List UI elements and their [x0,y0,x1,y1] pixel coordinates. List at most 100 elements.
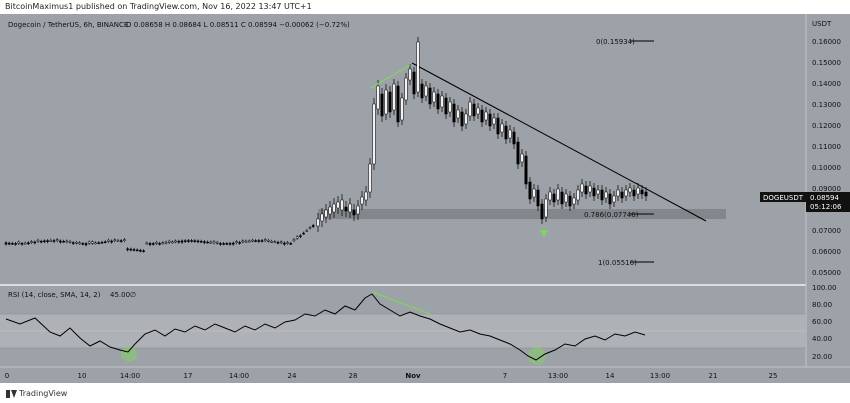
candle-body [267,240,269,241]
candle-body [501,124,503,132]
time-label: 25 [769,372,778,380]
candle-body [469,102,471,116]
price-tick-label: 0.09000 [812,185,841,193]
candle-body [565,194,567,202]
candle-body [312,225,314,226]
candle-body [613,196,615,202]
candle-body [50,240,52,241]
price-tick-label: 0.12000 [812,122,841,130]
price-tick-label: 0.15000 [812,59,841,67]
candle-body [59,241,61,242]
candle-body [509,130,511,138]
candle-body [573,198,575,204]
candle-body [72,243,74,244]
price-tick-label: 0.07000 [812,227,841,235]
candle-body [397,86,399,122]
candle-body [553,194,555,202]
candle-body [143,251,145,252]
chart-svg[interactable]: Dogecoin / TetherUS, 6h, BINANCE O 0.086… [0,14,850,383]
candle-body [40,241,42,242]
candle-body [226,243,228,244]
candle-body [18,242,20,243]
candle-body [213,241,215,242]
ticker-label: DOGEUSDT [763,194,804,202]
candle-body [277,242,279,243]
candle-body [232,243,234,244]
candle-body [457,110,459,118]
candle-body [445,98,447,114]
price-tick-label: 0.05000 [812,269,841,277]
candle-body [385,90,387,114]
candle-body [123,240,125,241]
candle-body [505,126,507,139]
candle-body [541,204,543,219]
candle-body [497,118,499,134]
candle-body [601,190,603,200]
candle-body [139,250,141,251]
rsi-value-2: ∅ [130,291,136,299]
candle-body [425,86,427,96]
candle-body [629,188,631,192]
candle-body [261,241,263,242]
rsi-legend[interactable]: RSI (14, close, SMA, 14, 2) [8,291,101,299]
candle-body [373,104,375,164]
support-zone[interactable] [318,209,726,219]
candle-body [637,188,639,194]
candle-body [581,184,583,192]
candle-body [283,243,285,244]
candle-body [184,241,186,242]
rsi-tick-label: 80.00 [812,301,832,309]
candle-body [365,192,367,200]
price-tick-label: 0.14000 [812,80,841,88]
candle-body [63,241,65,242]
candle-body [187,241,189,242]
candle-body [47,241,49,242]
candle-body [24,243,26,244]
candle-body [296,237,298,238]
candle-body [235,242,237,243]
time-label: 0 [5,372,9,380]
candle-body [245,241,247,242]
candle-body [589,186,591,192]
candle-body [149,243,151,244]
candle-body [82,243,84,244]
candle-body [21,243,23,244]
candle-body [178,241,180,242]
candle-body [136,250,138,251]
last-price-value: 0.08594 [810,194,839,202]
time-label: 17 [184,372,193,380]
candle-body [617,190,619,196]
candle-body [357,206,359,214]
candle-body [409,69,411,80]
candle-body [69,241,71,242]
candle-body [66,241,68,242]
candle-body [114,240,116,241]
candle-body [453,104,455,122]
candle-body [207,242,209,243]
rsi-tick-label: 60.00 [812,318,832,326]
chart-container[interactable]: Dogecoin / TetherUS, 6h, BINANCE O 0.086… [0,14,850,383]
candle-body [441,96,443,107]
price-tick-label: 0.06000 [812,248,841,256]
time-label: 7 [503,372,507,380]
fib-label-786: 0.786(0.07746) [584,211,639,219]
candle-body [345,207,347,211]
candle-body [56,240,58,241]
candle-body [633,190,635,196]
candle-body [537,190,539,206]
symbol-legend[interactable]: Dogecoin / TetherUS, 6h, BINANCE [8,21,128,29]
candle-body [513,132,515,144]
candle-body [120,241,122,242]
candle-body [216,242,218,243]
time-label: 14:00 [229,372,249,380]
candle-body [219,243,221,244]
tradingview-logo[interactable]: TradingView [6,388,67,399]
candle-body [325,210,327,217]
candle-body [413,72,415,94]
candle-body [641,190,643,194]
price-panel-bg [0,14,806,284]
candle-body [361,197,363,204]
candle-body [95,243,97,244]
footer-bar: TradingView [0,384,850,403]
candle-body [8,243,10,244]
